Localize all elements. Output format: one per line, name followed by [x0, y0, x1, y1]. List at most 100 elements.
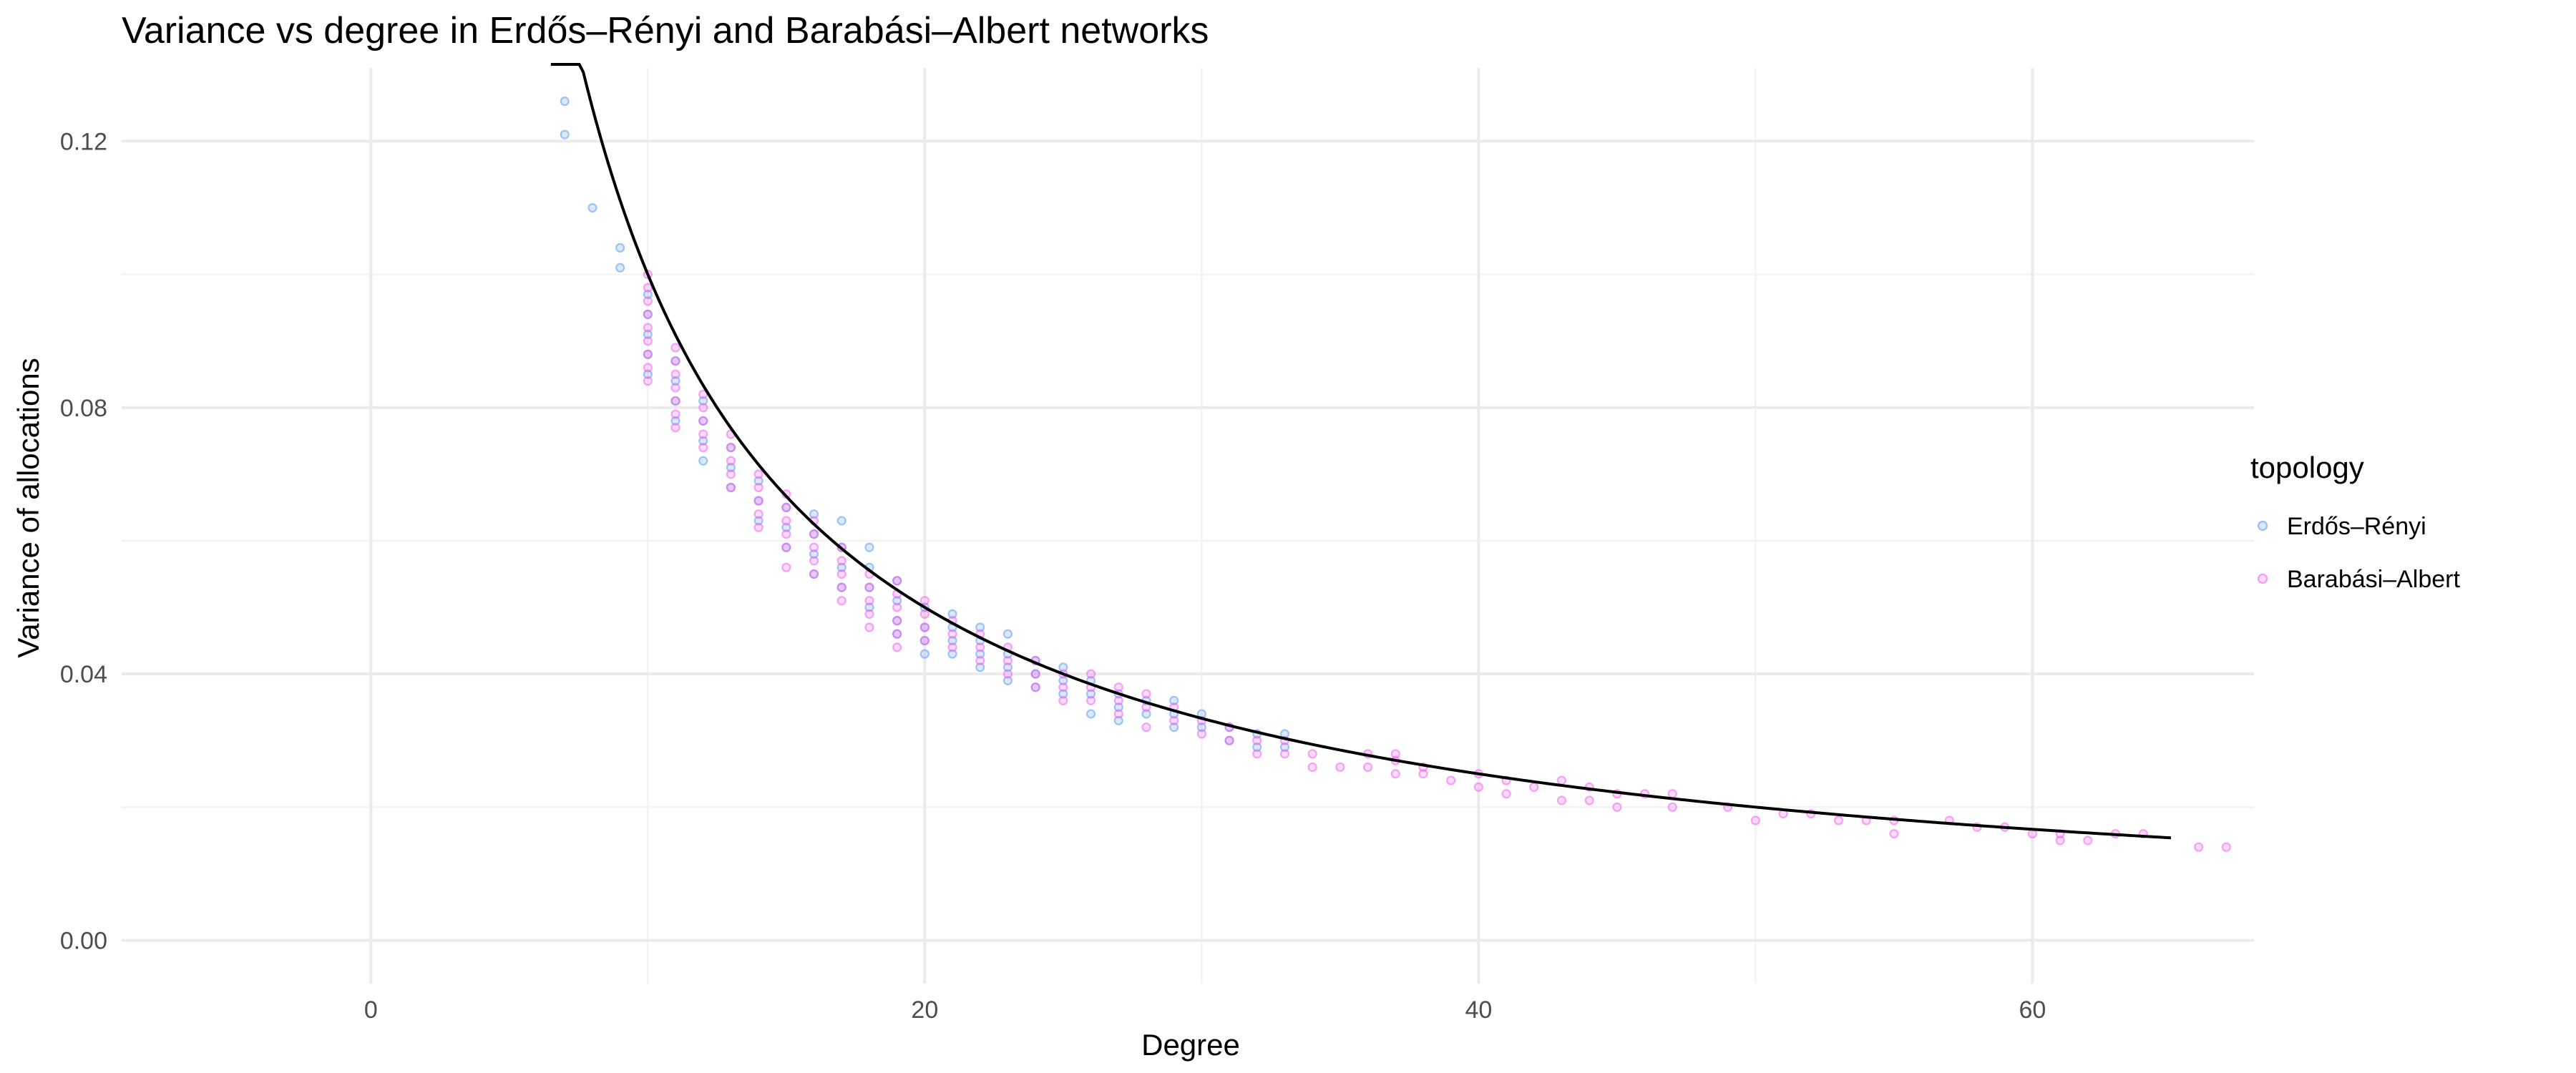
- data-point: [947, 635, 957, 646]
- data-point: [1556, 795, 1567, 805]
- data-point: [1141, 722, 1151, 733]
- data-point: [1252, 742, 1262, 753]
- data-point: [643, 309, 653, 320]
- y-tick-label: 0.12: [60, 128, 107, 155]
- data-point: [753, 522, 763, 532]
- data-point: [1113, 702, 1123, 712]
- axes: 0 20 40 60 0.00 0.04 0.08 0.12: [60, 128, 2046, 1024]
- data-point: [1446, 775, 1456, 785]
- x-tick-label: 20: [911, 996, 938, 1024]
- data-point: [1667, 802, 1677, 812]
- data-point: [726, 469, 736, 479]
- data-point: [781, 522, 791, 532]
- data-point: [781, 562, 791, 572]
- data-point: [1196, 722, 1206, 733]
- data-point: [781, 529, 791, 539]
- fit-curve: [550, 63, 2172, 840]
- data-point: [836, 556, 847, 566]
- data-point: [1279, 749, 1290, 759]
- data-point: [1362, 762, 1373, 773]
- data-point: [1141, 689, 1151, 699]
- y-tick-label: 0.00: [60, 927, 107, 954]
- data-point: [1169, 695, 1179, 705]
- data-point: [698, 456, 708, 466]
- data-point: [1169, 722, 1179, 733]
- legend: topology Erdős–Rényi Barabási–Albert: [2250, 451, 2460, 593]
- data-point: [670, 423, 680, 433]
- data-point: [643, 376, 653, 386]
- data-point: [1058, 682, 1068, 692]
- legend-label: Barabási–Albert: [2287, 566, 2460, 593]
- data-point: [892, 629, 902, 639]
- data-point: [587, 202, 597, 213]
- data-point: [2027, 828, 2037, 839]
- data-point: [919, 649, 930, 659]
- x-tick-label: 40: [1465, 996, 1492, 1024]
- data-point: [643, 329, 653, 339]
- data-point: [1058, 675, 1068, 686]
- data-point: [1390, 749, 1400, 759]
- data-point: [2055, 836, 2065, 846]
- data-point: [864, 622, 874, 632]
- data-point: [1556, 775, 1567, 785]
- data-point: [1307, 762, 1317, 773]
- data-point: [1002, 675, 1013, 686]
- data-point: [670, 356, 680, 366]
- data-point: [670, 409, 680, 419]
- data-point: [864, 542, 874, 552]
- data-point: [726, 482, 736, 493]
- data-point: [560, 129, 570, 139]
- data-point: [726, 443, 736, 453]
- data-point: [1141, 709, 1151, 719]
- data-point: [670, 343, 680, 353]
- data-point: [560, 96, 570, 107]
- data-point: [1002, 629, 1013, 639]
- data-point: [670, 376, 680, 386]
- data-point: [892, 596, 902, 606]
- legend-key: [2257, 573, 2268, 584]
- data-point: [670, 383, 680, 393]
- data-point: [615, 263, 625, 273]
- data-point: [670, 396, 680, 406]
- data-point: [1307, 749, 1317, 759]
- data-point: [1418, 769, 1428, 779]
- data-point: [781, 502, 791, 513]
- fit-curve-layer: [550, 63, 2172, 840]
- data-point: [1085, 695, 1096, 705]
- data-point: [809, 509, 819, 519]
- legend-label: Erdős–Rényi: [2287, 513, 2426, 540]
- data-point: [1252, 735, 1262, 745]
- data-point: [643, 336, 653, 346]
- data-point: [643, 283, 653, 293]
- data-point: [1085, 689, 1096, 699]
- chart-title: Variance vs degree in Erdős–Rényi and Ba…: [122, 10, 1209, 52]
- data-point: [643, 363, 653, 373]
- data-point: [670, 369, 680, 379]
- legend-title: topology: [2250, 451, 2364, 484]
- data-point: [1002, 669, 1013, 679]
- data-point: [670, 416, 680, 426]
- data-point: [753, 469, 763, 479]
- data-point: [2221, 842, 2231, 852]
- data-point: [781, 542, 791, 552]
- data-point: [1002, 655, 1013, 666]
- data-point: [1667, 789, 1677, 799]
- data-point: [892, 616, 902, 626]
- data-point: [643, 349, 653, 359]
- data-point: [2083, 836, 2093, 846]
- data-point: [1113, 709, 1123, 719]
- data-point: [864, 609, 874, 619]
- data-point: [753, 482, 763, 493]
- data-point: [615, 242, 625, 253]
- data-point: [1889, 828, 1899, 839]
- grid: [122, 68, 2254, 984]
- data-point: [1113, 715, 1123, 725]
- data-point: [809, 542, 819, 552]
- data-point: [809, 556, 819, 566]
- data-point: [1030, 669, 1040, 679]
- data-point: [975, 642, 985, 652]
- data-point: [1196, 729, 1206, 739]
- data-point: [698, 403, 708, 413]
- data-point: [753, 476, 763, 486]
